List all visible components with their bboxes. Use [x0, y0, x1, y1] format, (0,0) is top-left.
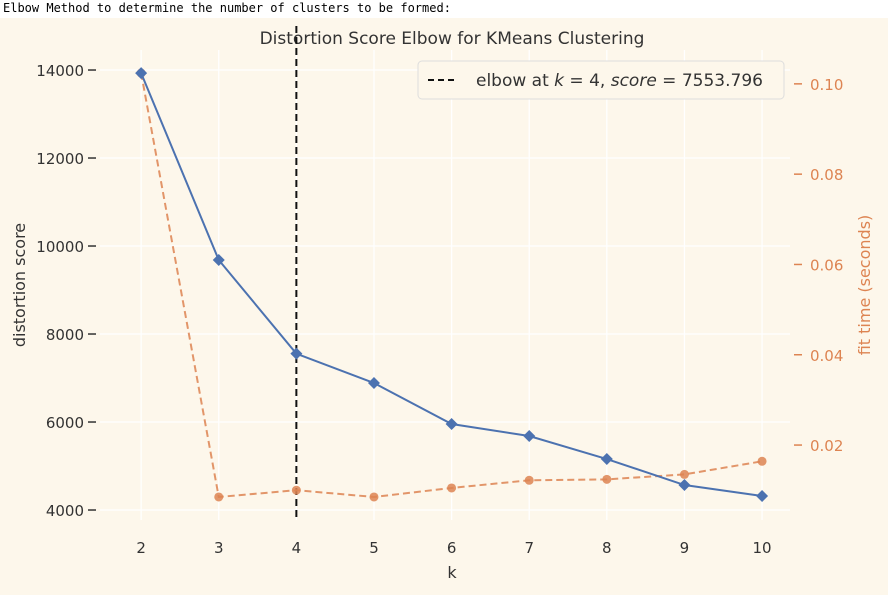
fit-time-point	[757, 456, 767, 466]
y2-tick-label: 0.10	[810, 76, 843, 94]
y2-tick-label: 0.02	[810, 437, 843, 455]
legend-label-part: elbow at	[476, 71, 554, 91]
legend-label-part: = 4,	[564, 71, 611, 91]
distortion-point	[290, 347, 303, 360]
legend-label-part: score	[611, 71, 657, 91]
x-tick-label: 7	[524, 539, 534, 557]
fit-time-point	[679, 469, 689, 479]
y-tick-label: 8000	[46, 326, 84, 344]
fit-time-point	[524, 475, 534, 485]
distortion-point	[135, 67, 148, 80]
figure	[0, 18, 888, 595]
y-tick-label: 12000	[36, 150, 84, 168]
y2-tick-label: 0.06	[810, 256, 843, 274]
distortion-point	[756, 490, 769, 503]
distortion-point	[212, 254, 225, 267]
y2-tick-label: 0.08	[810, 166, 843, 184]
y-axis-label: distortion score	[10, 223, 29, 347]
y2-tick-label: 0.04	[810, 347, 843, 365]
x-tick-label: 2	[136, 539, 146, 557]
legend-label-part: k	[554, 71, 565, 91]
x-tick-label: 4	[292, 539, 302, 557]
cell-caption: Elbow Method to determine the number of …	[3, 1, 451, 15]
x-tick-label: 9	[680, 539, 690, 557]
chart-title: Distortion Score Elbow for KMeans Cluste…	[260, 29, 645, 49]
x-tick-label: 8	[602, 539, 612, 557]
y-tick-label: 4000	[46, 502, 84, 520]
x-tick-label: 5	[369, 539, 379, 557]
legend-label-part: = 7553.796	[657, 71, 763, 91]
x-axis-label: k	[447, 563, 457, 582]
distortion-point	[523, 430, 536, 443]
distortion-point	[367, 377, 380, 390]
fit-time-point	[291, 485, 301, 495]
fit-time-point	[447, 483, 457, 493]
distortion-point	[678, 479, 691, 492]
x-tick-label: 3	[214, 539, 224, 557]
distortion-point	[600, 453, 613, 466]
legend-box	[417, 60, 785, 100]
y-tick-label: 10000	[36, 238, 84, 256]
legend-label: elbow at k = 4, score = 7553.796	[476, 71, 763, 91]
y-tick-label: 6000	[46, 414, 84, 432]
fit-time-point	[602, 474, 612, 484]
y2-axis-label: fit time (seconds)	[855, 215, 874, 356]
x-tick-label: 10	[753, 539, 772, 557]
distortion-point	[445, 417, 458, 430]
x-tick-label: 6	[447, 539, 457, 557]
fit-time-point	[214, 492, 224, 502]
y-tick-label: 14000	[36, 62, 84, 80]
fit-time-point	[369, 492, 379, 502]
